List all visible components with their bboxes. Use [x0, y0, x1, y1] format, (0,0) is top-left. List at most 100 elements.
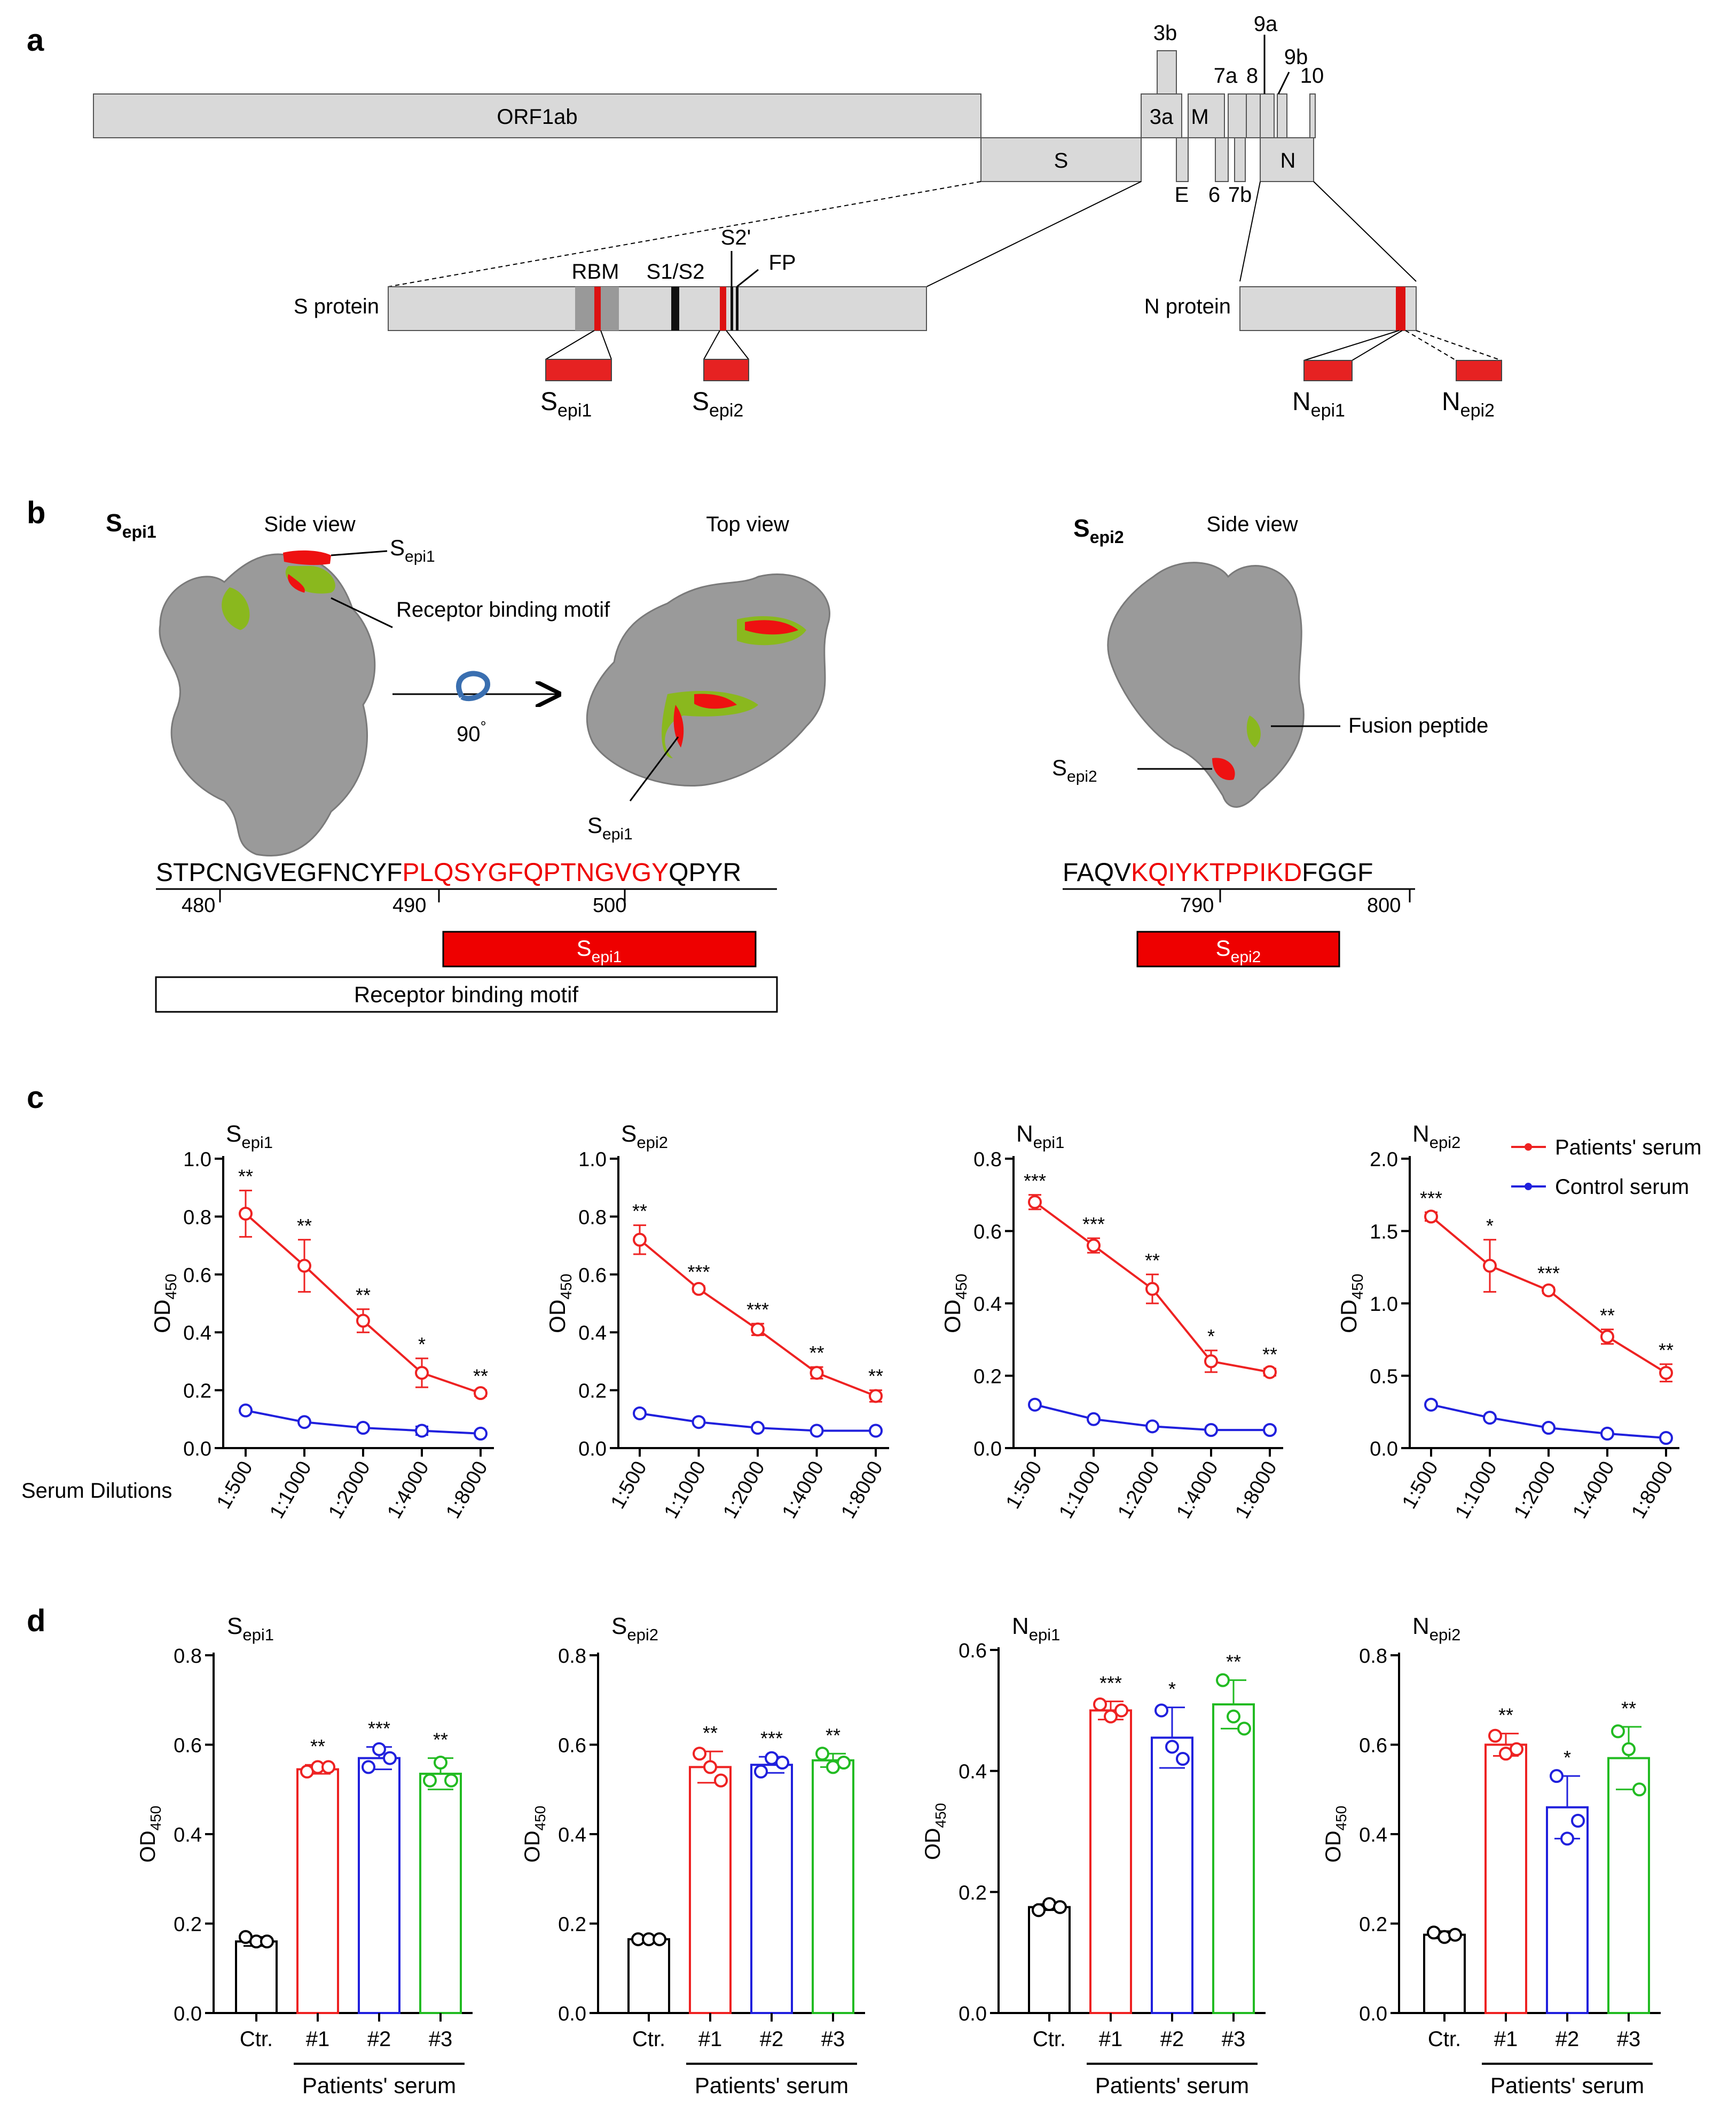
- chart-title: Sepi1: [226, 1121, 273, 1152]
- x-tick-label: #3: [1222, 2027, 1246, 2051]
- y-tick-label: 0.2: [1359, 1914, 1387, 1936]
- data-point: [1483, 1411, 1497, 1425]
- data-point: [356, 1314, 370, 1328]
- line-chart-3: Nepi1 0.0 0.2 0.4 0.6 0.8 OD450 1:500 1:1000 1:20…: [940, 1121, 1283, 1522]
- n-protein-bar: [1239, 286, 1417, 331]
- s-epi2-mark: [720, 287, 726, 331]
- significance-mark: **: [433, 1729, 448, 1751]
- n-protein-label: N protein: [1144, 295, 1231, 318]
- y-tick-label: 0.2: [183, 1380, 211, 1403]
- y-tick-label: 0.6: [183, 1264, 211, 1287]
- s2prime-mark: [730, 287, 733, 331]
- gene-9a-label: 9a: [1254, 12, 1278, 36]
- y-tick-label: 0.0: [959, 2003, 987, 2025]
- data-point: [1263, 1365, 1277, 1379]
- gene-9b-box: [1277, 93, 1287, 138]
- y-tick-label: 0.4: [183, 1322, 211, 1345]
- seq-s2-epitope-bar: [1136, 931, 1340, 968]
- y-tick-label: 0.6: [973, 1221, 1002, 1244]
- y-tick-label: 0.8: [973, 1149, 1002, 1171]
- y-tick-label: 0.4: [973, 1293, 1002, 1316]
- rotation-angle: 90°: [457, 718, 486, 746]
- data-point: [1165, 1740, 1179, 1754]
- x-tick-label: #3: [1617, 2027, 1641, 2051]
- significance-mark: *: [1486, 1215, 1494, 1237]
- y-tick-label: 1.0: [1370, 1293, 1398, 1316]
- gene-7a: [1228, 93, 1247, 138]
- data-point: [810, 1424, 824, 1438]
- gene-3b: [1157, 50, 1177, 95]
- gene-orf1ab-label: ORF1ab: [497, 105, 577, 129]
- y-axis-label: OD450: [1336, 1273, 1366, 1333]
- seq-s1: STPCNGVEGFNCYFPLQSYGFQPTNGVGYQPYR: [156, 859, 741, 887]
- n-epi2-box: [1456, 360, 1502, 381]
- significance-mark: **: [1659, 1339, 1674, 1361]
- line-chart-4: Nepi2 0.0 0.5 1.0 1.5 2.0 OD450 1:500 1:1000 1:20…: [1336, 1121, 1701, 1522]
- x-tick-label: Ctr.: [1033, 2027, 1066, 2051]
- bar-p3: [1607, 1757, 1650, 2014]
- y-tick-label: 0.2: [959, 1882, 987, 1904]
- s-epi2-caption: Sepi2: [692, 388, 743, 421]
- rotation-arrow-icon: [456, 671, 490, 702]
- significance-mark: **: [868, 1365, 883, 1387]
- bar-p2: [750, 1764, 793, 2014]
- gene-orf1ab: [93, 93, 981, 138]
- data-point: [692, 1415, 706, 1429]
- x-tick-label: #1: [1494, 2027, 1518, 2051]
- x-tick-label: 1:8000: [1627, 1458, 1677, 1523]
- data-point: [1237, 1721, 1251, 1736]
- x-tick-label: 1:1000: [660, 1458, 710, 1523]
- x-tick-label: 1:8000: [442, 1458, 492, 1523]
- data-point: [1622, 1742, 1636, 1756]
- fp-label: FP: [768, 251, 796, 274]
- data-point: [1114, 1703, 1128, 1718]
- spike-top-view: [586, 573, 830, 787]
- data-point: [1028, 1195, 1042, 1209]
- data-point: [815, 1747, 829, 1761]
- gene-9a-box: [1260, 93, 1275, 138]
- x-tick-label: 1:500: [607, 1458, 651, 1513]
- y-tick-label: 0.0: [1370, 1438, 1398, 1460]
- bar-p2: [1151, 1736, 1193, 2014]
- significance-mark: ***: [1024, 1170, 1046, 1192]
- data-point: [239, 1206, 253, 1221]
- bar-chart-1: Sepi1 0.0 0.2 0.4 0.6 0.8 OD450 Ctr. #1 ** #2 *** #3…: [136, 1613, 473, 2098]
- n-epi-mark: [1396, 287, 1405, 331]
- s-protein-map: S protein RBM S1/S2 S2' FP Sepi1 Sepi2: [294, 226, 927, 421]
- bar-p1: [1089, 1709, 1132, 2014]
- y-tick-label: 0.4: [558, 1824, 586, 1846]
- legend: Patients' serum Control serum: [1511, 1136, 1701, 1199]
- chart-title: Nepi2: [1412, 1121, 1460, 1152]
- x-tick-label: 1:2000: [1510, 1458, 1560, 1523]
- bar-p1: [296, 1768, 339, 2014]
- x-axis-label: Serum Dilutions: [21, 1479, 172, 1503]
- gene-m: [1188, 93, 1225, 138]
- group-label: Patients' serum: [302, 2073, 456, 2098]
- data-point: [372, 1742, 386, 1756]
- data-point: [1424, 1397, 1438, 1412]
- gene-10-label: 10: [1300, 64, 1324, 88]
- data-point: [1227, 1709, 1240, 1724]
- n-protein-map: N protein Nepi1 Nepi2: [1144, 286, 1502, 421]
- chart-title: Nepi1: [1016, 1121, 1064, 1152]
- x-tick-label: 1:500: [213, 1458, 257, 1513]
- s-epi1-caption: Sepi1: [540, 388, 592, 421]
- y-tick-label: 0.0: [973, 1438, 1002, 1460]
- data-point: [1145, 1281, 1159, 1296]
- x-tick-label: 1:2000: [324, 1458, 374, 1523]
- data-point: [1611, 1724, 1625, 1739]
- data-point: [633, 1406, 647, 1420]
- data-point: [1550, 1769, 1564, 1783]
- significance-mark: **: [1600, 1304, 1615, 1326]
- significance-mark: **: [310, 1735, 325, 1757]
- gene-7b: [1234, 137, 1246, 182]
- x-tick-label: Ctr.: [240, 2027, 273, 2051]
- gene-9b-label: 9b: [1284, 45, 1308, 69]
- legend-control: Control serum: [1555, 1175, 1689, 1199]
- data-point: [423, 1773, 437, 1788]
- data-point: [653, 1932, 666, 1946]
- significance-mark: ***: [1420, 1187, 1442, 1209]
- data-point: [415, 1366, 429, 1380]
- data-point: [444, 1773, 458, 1788]
- bar-p3: [419, 1772, 462, 2014]
